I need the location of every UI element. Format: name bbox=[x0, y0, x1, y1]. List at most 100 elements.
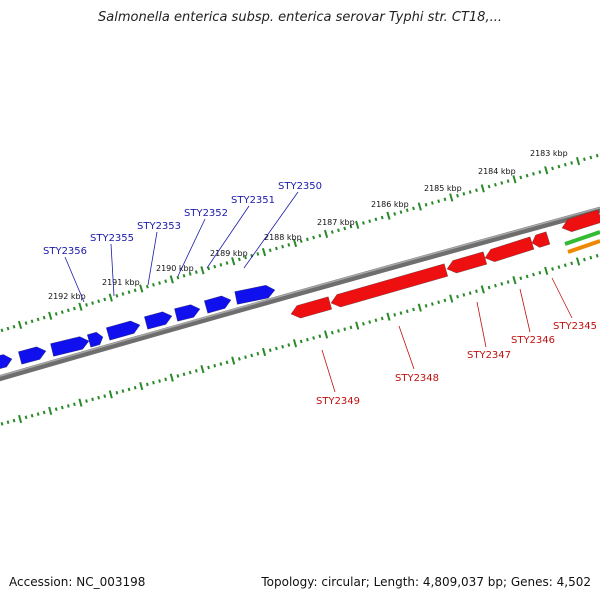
forward-gene-arrow bbox=[144, 311, 173, 330]
tick-mark bbox=[343, 327, 347, 331]
tick-mark bbox=[139, 284, 144, 293]
tick-mark bbox=[512, 276, 517, 285]
reverse-gene-arrow bbox=[330, 263, 448, 308]
tick-mark bbox=[487, 285, 491, 290]
forward-genes bbox=[0, 285, 276, 369]
reverse-genes bbox=[290, 209, 600, 319]
leader-line bbox=[64, 256, 85, 303]
tick-mark bbox=[544, 266, 549, 275]
tick-mark bbox=[103, 394, 107, 398]
tick-mark bbox=[66, 404, 70, 408]
tick-mark bbox=[66, 308, 70, 313]
tick-mark bbox=[200, 266, 205, 275]
tick-mark bbox=[318, 233, 322, 238]
tick-mark bbox=[0, 421, 4, 426]
tick-mark bbox=[127, 290, 131, 294]
tick-mark bbox=[475, 188, 478, 193]
tick-mark bbox=[443, 298, 447, 303]
tick-mark bbox=[6, 420, 10, 424]
tick-mark bbox=[24, 415, 28, 420]
tick-mark bbox=[176, 275, 180, 280]
tick-mark bbox=[36, 317, 40, 322]
tick-mark bbox=[72, 306, 76, 311]
tick-mark bbox=[91, 397, 94, 402]
tick-mark bbox=[237, 357, 241, 361]
tick-mark bbox=[525, 274, 529, 279]
tick-mark bbox=[127, 387, 131, 392]
tick-mark bbox=[570, 261, 574, 266]
tick-mark bbox=[437, 199, 441, 203]
tick-mark bbox=[405, 208, 409, 213]
tick-mark bbox=[182, 372, 186, 377]
forward-gene-arrow bbox=[87, 331, 104, 348]
gene-label-sty2356: STY2356 bbox=[43, 246, 87, 257]
tick-mark bbox=[362, 322, 365, 326]
kbp-label: 2191 kbp bbox=[102, 278, 140, 287]
tick-mark bbox=[380, 215, 384, 220]
leader-line bbox=[476, 301, 487, 348]
leader-line bbox=[243, 191, 299, 269]
tick-mark bbox=[456, 294, 459, 299]
tick-mark bbox=[145, 284, 149, 289]
forward-gene-arrow bbox=[106, 320, 141, 341]
tick-mark bbox=[337, 329, 340, 333]
gene-label-sty2345: STY2345 bbox=[553, 321, 597, 332]
tick-mark bbox=[85, 303, 88, 307]
gene-label-sty2350: STY2350 bbox=[278, 181, 322, 192]
tick-mark bbox=[424, 202, 428, 207]
tick-mark bbox=[287, 343, 291, 347]
forward-gene-arrow bbox=[50, 336, 90, 357]
gene-label-sty2352: STY2352 bbox=[184, 208, 228, 219]
tick-mark bbox=[399, 210, 403, 214]
gene-label-sty2353: STY2353 bbox=[137, 221, 181, 232]
tick-mark bbox=[312, 235, 316, 240]
inner-tick-ring bbox=[0, 253, 599, 426]
tick-mark bbox=[36, 412, 40, 416]
tick-mark bbox=[337, 228, 340, 233]
tick-mark bbox=[595, 153, 599, 158]
tick-mark bbox=[256, 351, 260, 356]
leader-line bbox=[110, 243, 115, 297]
tick-mark bbox=[115, 293, 119, 298]
tick-mark bbox=[437, 300, 441, 305]
tick-mark bbox=[563, 162, 567, 167]
kbp-label: 2184 kbp bbox=[478, 167, 516, 176]
tick-mark bbox=[443, 197, 447, 202]
tick-mark bbox=[85, 399, 88, 403]
tick-mark bbox=[244, 355, 247, 359]
tick-mark bbox=[97, 299, 101, 304]
tick-mark bbox=[544, 166, 549, 175]
tick-mark bbox=[532, 172, 535, 176]
tick-mark bbox=[42, 410, 46, 415]
feature-green bbox=[564, 230, 600, 246]
tick-mark bbox=[430, 302, 434, 306]
tick-mark bbox=[24, 321, 28, 325]
kbp-label: 2187 kbp bbox=[317, 218, 355, 227]
outer-tick-ring bbox=[0, 153, 599, 333]
tick-mark bbox=[500, 282, 504, 286]
tick-mark bbox=[538, 170, 542, 174]
tick-mark bbox=[475, 289, 478, 294]
tick-mark bbox=[158, 379, 161, 383]
tick-mark bbox=[54, 407, 58, 412]
tick-mark bbox=[557, 164, 561, 169]
tick-mark bbox=[152, 283, 155, 287]
kbp-label: 2192 kbp bbox=[48, 292, 86, 301]
backbone bbox=[0, 206, 600, 382]
tick-mark bbox=[275, 346, 278, 351]
reverse-gene-arrow bbox=[446, 251, 487, 274]
tick-mark bbox=[281, 244, 285, 249]
tick-mark bbox=[12, 324, 16, 329]
gene-labels: STY2350STY2351STY2352STY2353STY2355STY23… bbox=[43, 181, 597, 407]
tick-mark bbox=[60, 310, 64, 314]
tick-mark bbox=[207, 365, 210, 370]
tick-mark bbox=[281, 344, 285, 349]
gene-label-sty2348: STY2348 bbox=[395, 373, 439, 384]
tick-mark bbox=[343, 226, 347, 231]
tick-mark bbox=[312, 336, 316, 340]
tick-mark bbox=[207, 266, 211, 271]
tick-mark bbox=[519, 276, 523, 281]
tick-mark bbox=[250, 353, 254, 358]
tick-mark bbox=[430, 201, 434, 205]
